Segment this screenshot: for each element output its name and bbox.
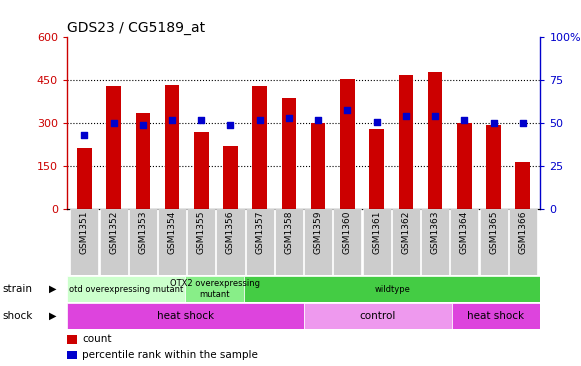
Text: control: control — [360, 311, 396, 321]
Bar — [158, 209, 186, 275]
Bar — [282, 97, 296, 209]
Bar — [99, 209, 128, 275]
Text: count: count — [82, 334, 112, 344]
Text: strain: strain — [3, 284, 33, 294]
Point — [343, 107, 352, 112]
Bar — [77, 148, 92, 209]
Bar — [70, 209, 98, 275]
Text: GDS23 / CG5189_at: GDS23 / CG5189_at — [67, 21, 205, 35]
Bar — [370, 129, 384, 209]
Point — [226, 122, 235, 128]
Bar — [515, 162, 530, 209]
Point — [460, 117, 469, 123]
Text: GSM1354: GSM1354 — [167, 211, 177, 254]
Bar — [252, 86, 267, 209]
Bar — [275, 209, 303, 275]
Bar — [67, 276, 185, 302]
Text: GSM1360: GSM1360 — [343, 211, 352, 254]
Bar — [185, 276, 245, 302]
Point — [196, 117, 206, 123]
Point — [431, 113, 440, 119]
Bar — [67, 335, 77, 344]
Bar — [165, 85, 180, 209]
Bar — [333, 209, 361, 275]
Point — [255, 117, 264, 123]
Text: ▶: ▶ — [49, 284, 56, 294]
Text: ▶: ▶ — [49, 311, 56, 321]
Bar — [392, 209, 420, 275]
Point — [314, 117, 323, 123]
Bar — [486, 125, 501, 209]
Text: GSM1363: GSM1363 — [431, 211, 440, 254]
Point — [518, 120, 528, 126]
Text: GSM1357: GSM1357 — [255, 211, 264, 254]
Bar — [421, 209, 449, 275]
Bar — [194, 132, 209, 209]
Text: GSM1351: GSM1351 — [80, 211, 89, 254]
Bar — [245, 276, 540, 302]
Text: GSM1356: GSM1356 — [226, 211, 235, 254]
Text: GSM1361: GSM1361 — [372, 211, 381, 254]
Text: otd overexpressing mutant: otd overexpressing mutant — [69, 285, 183, 294]
Bar — [428, 72, 442, 209]
Bar — [363, 209, 390, 275]
Point — [167, 117, 177, 123]
Point — [489, 120, 498, 126]
Bar — [106, 86, 121, 209]
Text: GSM1364: GSM1364 — [460, 211, 469, 254]
Point — [80, 132, 89, 138]
Point — [109, 120, 118, 126]
Text: shock: shock — [3, 311, 33, 321]
Bar — [67, 351, 77, 359]
Bar — [304, 209, 332, 275]
Text: percentile rank within the sample: percentile rank within the sample — [82, 350, 258, 360]
Text: OTX2 overexpressing
mutant: OTX2 overexpressing mutant — [170, 279, 260, 299]
Text: GSM1352: GSM1352 — [109, 211, 118, 254]
Text: GSM1353: GSM1353 — [138, 211, 148, 254]
Point — [284, 115, 293, 121]
Point — [401, 113, 411, 119]
Bar — [457, 123, 472, 209]
Bar — [399, 75, 413, 209]
Bar — [311, 123, 325, 209]
Text: GSM1358: GSM1358 — [285, 211, 293, 254]
Bar — [450, 209, 478, 275]
Text: heat shock: heat shock — [157, 311, 214, 321]
Text: GSM1365: GSM1365 — [489, 211, 498, 254]
Bar — [217, 209, 245, 275]
Bar — [479, 209, 508, 275]
Bar — [129, 209, 157, 275]
Text: GSM1359: GSM1359 — [314, 211, 322, 254]
Text: heat shock: heat shock — [467, 311, 525, 321]
Text: GSM1355: GSM1355 — [197, 211, 206, 254]
Text: GSM1366: GSM1366 — [518, 211, 528, 254]
Bar — [67, 303, 303, 329]
Text: GSM1362: GSM1362 — [401, 211, 410, 254]
Bar — [340, 79, 355, 209]
Bar — [246, 209, 274, 275]
Point — [372, 119, 381, 124]
Bar — [223, 146, 238, 209]
Text: wildtype: wildtype — [374, 285, 410, 294]
Bar — [509, 209, 537, 275]
Bar — [303, 303, 451, 329]
Bar — [451, 303, 540, 329]
Bar — [187, 209, 216, 275]
Point — [138, 122, 148, 128]
Bar — [135, 113, 150, 209]
